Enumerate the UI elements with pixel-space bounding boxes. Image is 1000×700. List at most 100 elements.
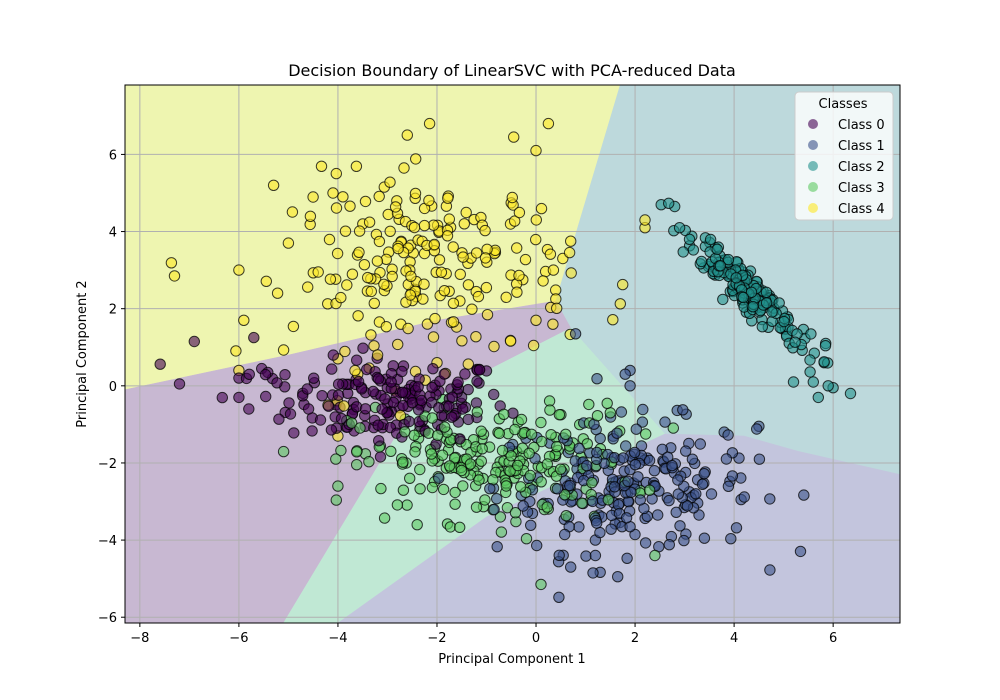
point-class-3 [330,453,342,465]
point-class-1 [730,522,743,534]
point-class-1 [705,488,718,500]
point-class-0 [243,368,256,380]
point-class-3 [559,489,571,501]
point-class-4 [470,247,483,259]
point-class-3 [454,521,466,533]
point-class-3 [432,429,444,442]
point-class-4 [607,314,619,326]
point-class-4 [458,218,470,230]
x-tick-label: −4 [328,631,347,646]
point-class-3 [509,423,521,436]
point-class-4 [405,270,417,282]
point-class-3 [553,409,566,421]
point-class-3 [576,497,588,509]
point-class-1 [681,500,694,512]
point-class-4 [506,191,518,204]
legend: Classes Class 0 Class 1 Class 2 Class 3 Clas… [794,91,894,221]
point-class-3 [391,499,404,511]
point-class-1 [720,453,733,465]
point-class-4 [530,214,542,226]
point-class-4 [511,286,523,298]
point-class-4 [479,252,492,264]
point-class-3 [667,422,679,434]
point-class-3 [643,484,656,496]
point-class-3 [523,447,535,459]
point-class-0 [446,411,458,423]
point-class-4 [312,266,324,278]
point-class-4 [373,235,386,248]
point-class-4 [230,345,242,357]
point-class-0 [306,425,318,437]
point-class-2 [819,340,832,352]
point-class-3 [397,484,410,496]
legend-marker-class-1 [808,140,818,150]
point-class-4 [480,281,493,294]
point-class-2 [677,246,689,258]
point-class-4 [513,269,525,282]
point-class-1 [764,493,776,505]
point-class-3 [473,474,485,486]
y-tick-label: 6 [109,148,117,163]
point-class-1 [698,532,711,544]
point-class-1 [586,495,599,508]
point-class-3 [401,499,413,511]
point-class-4 [238,314,250,326]
y-tick-label: −6 [98,611,117,626]
point-class-4 [287,320,300,333]
legend-label-class-2: Class 2 [838,160,885,175]
point-class-4 [302,281,314,293]
point-class-3 [439,421,451,433]
point-class-2 [747,301,759,313]
point-class-1 [589,549,602,562]
point-class-3 [520,533,533,545]
point-class-3 [586,477,598,489]
point-class-0 [473,364,486,376]
point-class-4 [168,270,181,282]
legend-marker-class-0 [808,119,818,129]
point-class-4 [304,210,317,223]
point-class-4 [327,187,339,199]
point-class-4 [353,246,365,259]
point-class-4 [563,246,576,259]
legend-marker-class-4 [808,203,818,213]
point-class-4 [371,349,384,361]
point-class-1 [722,480,735,492]
point-class-2 [805,328,817,340]
point-class-4 [386,270,398,283]
point-class-0 [374,451,387,463]
point-class-0 [454,433,466,445]
point-class-0 [415,394,428,407]
point-class-3 [504,465,516,477]
point-class-3 [496,444,509,457]
point-class-3 [457,480,469,492]
point-class-1 [725,533,737,545]
point-class-4 [408,221,421,234]
point-class-1 [620,440,632,452]
point-class-1 [488,503,500,516]
point-class-1 [629,459,641,471]
point-class-1 [670,506,682,518]
point-class-0 [459,368,471,380]
point-class-0 [462,383,474,396]
point-class-1 [620,512,633,524]
point-class-3 [560,510,572,522]
point-class-1 [569,328,582,340]
point-class-1 [678,534,690,547]
point-class-1 [686,453,699,465]
point-class-4 [352,310,364,322]
point-class-3 [346,417,358,429]
point-class-4 [508,131,520,143]
point-class-0 [327,349,339,361]
point-class-4 [447,297,460,309]
point-class-4 [456,335,468,347]
legend-box [794,91,894,221]
point-class-2 [807,376,819,388]
decision-regions [125,85,900,623]
point-class-3 [425,448,438,460]
point-class-4 [639,214,651,226]
point-class-0 [279,369,291,381]
point-class-3 [409,446,421,458]
point-class-4 [384,176,396,188]
point-class-4 [349,364,361,377]
x-tick-label: 0 [532,631,540,646]
